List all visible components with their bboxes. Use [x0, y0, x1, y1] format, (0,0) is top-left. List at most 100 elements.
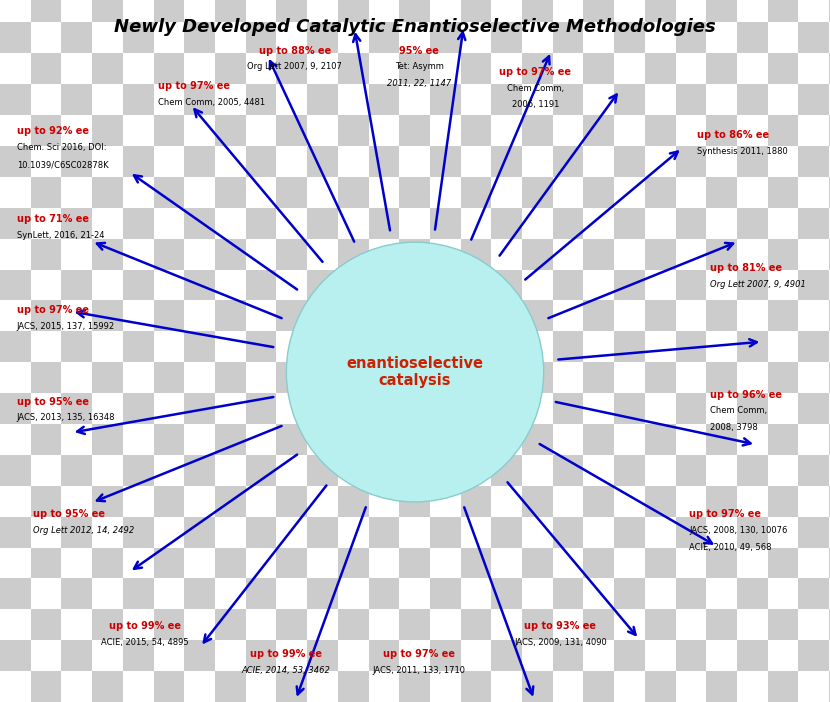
Bar: [276, 517, 307, 548]
Bar: [399, 393, 430, 424]
Bar: [737, 609, 768, 640]
Bar: [829, 671, 830, 702]
Text: up to 92% ee: up to 92% ee: [17, 126, 89, 136]
Bar: [798, 671, 829, 702]
Bar: [491, 177, 522, 208]
Bar: [0, 424, 31, 455]
Bar: [491, 331, 522, 362]
Bar: [645, 609, 676, 640]
Text: up to 96% ee: up to 96% ee: [710, 390, 782, 399]
Bar: [276, 53, 307, 84]
Bar: [369, 548, 399, 578]
Bar: [154, 208, 184, 239]
Bar: [645, 84, 676, 115]
Bar: [154, 671, 184, 702]
Bar: [798, 239, 829, 270]
Bar: [338, 393, 369, 424]
Bar: [553, 300, 583, 331]
Bar: [276, 22, 307, 53]
Bar: [92, 609, 123, 640]
Bar: [92, 146, 123, 177]
Bar: [215, 115, 246, 146]
Bar: [215, 640, 246, 671]
Bar: [92, 640, 123, 671]
Bar: [491, 53, 522, 84]
Bar: [583, 239, 614, 270]
Bar: [583, 84, 614, 115]
Bar: [0, 22, 31, 53]
Text: up to 88% ee: up to 88% ee: [258, 46, 331, 55]
Bar: [706, 239, 737, 270]
Bar: [461, 300, 491, 331]
Bar: [215, 578, 246, 609]
Bar: [461, 424, 491, 455]
Bar: [430, 0, 461, 22]
Bar: [737, 362, 768, 393]
Bar: [553, 517, 583, 548]
Bar: [215, 362, 246, 393]
Bar: [246, 609, 276, 640]
Bar: [583, 609, 614, 640]
Bar: [0, 270, 31, 300]
Bar: [706, 22, 737, 53]
Bar: [768, 517, 798, 548]
Bar: [829, 548, 830, 578]
Bar: [123, 609, 154, 640]
Bar: [399, 208, 430, 239]
Bar: [553, 548, 583, 578]
Bar: [369, 115, 399, 146]
Bar: [768, 22, 798, 53]
Bar: [61, 177, 92, 208]
Bar: [307, 578, 338, 609]
Bar: [31, 22, 61, 53]
Bar: [522, 609, 553, 640]
Bar: [676, 22, 706, 53]
Bar: [768, 239, 798, 270]
Bar: [92, 486, 123, 517]
Bar: [676, 548, 706, 578]
Bar: [553, 270, 583, 300]
Bar: [768, 208, 798, 239]
Bar: [399, 239, 430, 270]
Bar: [553, 671, 583, 702]
Bar: [338, 609, 369, 640]
Bar: [491, 115, 522, 146]
Bar: [491, 362, 522, 393]
Bar: [123, 548, 154, 578]
Bar: [583, 362, 614, 393]
Bar: [614, 177, 645, 208]
Bar: [61, 486, 92, 517]
Bar: [798, 84, 829, 115]
Bar: [154, 424, 184, 455]
Bar: [583, 177, 614, 208]
Bar: [246, 0, 276, 22]
Bar: [184, 362, 215, 393]
Bar: [184, 486, 215, 517]
Bar: [491, 517, 522, 548]
Bar: [706, 393, 737, 424]
Bar: [645, 486, 676, 517]
Bar: [522, 22, 553, 53]
Bar: [461, 578, 491, 609]
Bar: [276, 548, 307, 578]
Bar: [61, 609, 92, 640]
Bar: [737, 0, 768, 22]
Bar: [768, 146, 798, 177]
Bar: [0, 548, 31, 578]
Bar: [614, 115, 645, 146]
Bar: [369, 517, 399, 548]
Text: JACS, 2008, 130, 10076: JACS, 2008, 130, 10076: [689, 526, 788, 535]
Bar: [737, 22, 768, 53]
Bar: [276, 671, 307, 702]
Bar: [246, 486, 276, 517]
Bar: [645, 578, 676, 609]
Bar: [829, 53, 830, 84]
Bar: [215, 455, 246, 486]
Bar: [0, 517, 31, 548]
Bar: [92, 331, 123, 362]
Bar: [491, 578, 522, 609]
Bar: [154, 239, 184, 270]
Bar: [553, 0, 583, 22]
Bar: [246, 270, 276, 300]
Bar: [338, 455, 369, 486]
